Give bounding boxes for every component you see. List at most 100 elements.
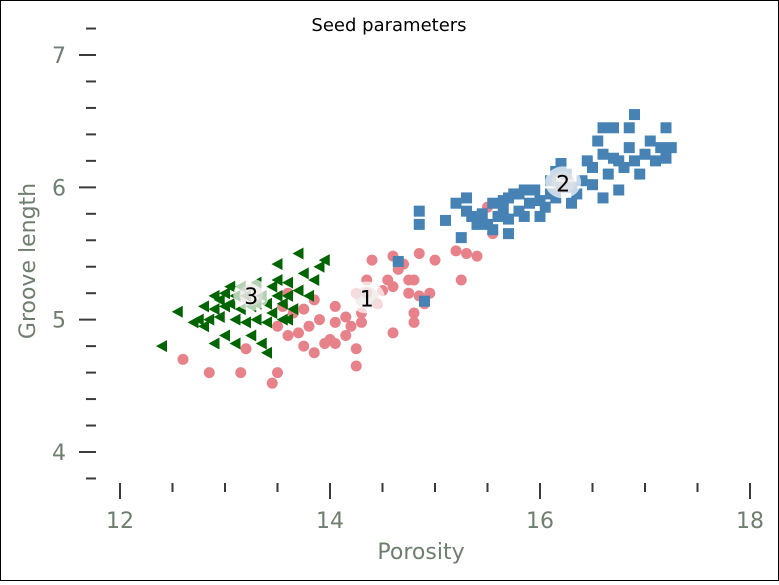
data-point-triangle [261,316,272,329]
data-point-triangle [292,284,304,297]
data-point-square [487,197,499,209]
data-point-circle [350,343,362,355]
data-point-circle [240,343,252,355]
cluster-label: 2 [556,172,570,197]
data-point-circle [471,250,483,262]
data-point-circle [329,316,341,328]
data-point-circle [203,367,215,379]
data-point-circle [293,327,304,339]
data-point-square [503,213,514,225]
data-point-square [629,155,640,167]
data-point-triangle [213,311,225,324]
data-points [156,109,677,389]
data-point-circle [408,316,420,328]
data-point-square [587,161,598,173]
data-point-square [629,109,640,121]
data-point-circle [387,281,399,293]
data-point-square [655,142,667,154]
data-point-square [613,155,625,167]
data-point-square [608,122,619,134]
data-point-triangle [297,267,309,280]
data-point-circle [366,254,378,266]
data-point-square [644,135,656,147]
data-point-square [497,205,509,217]
data-point-triangle [308,273,320,286]
data-point-triangle [229,337,241,350]
data-point-triangle [219,329,230,342]
data-point-square [450,197,462,209]
data-point-square [455,232,467,244]
data-point-triangle [266,307,278,320]
data-point-square [392,255,404,267]
data-point-circle [282,330,294,342]
data-point-triangle [255,337,267,350]
data-point-triangle [156,340,167,353]
data-point-circle [461,248,472,259]
data-point-square [466,210,478,222]
data-point-triangle [198,300,209,313]
data-point-circle [266,377,278,389]
x-tick-label: 16 [526,509,554,534]
data-point-triangle [208,337,220,350]
data-point-triangle [245,329,257,342]
data-point-square [613,184,625,196]
data-point-triangle [261,297,272,310]
data-point-triangle [224,297,236,310]
cluster-label: 3 [244,285,258,310]
data-point-circle [350,360,362,372]
data-point-triangle [276,297,288,310]
data-point-circle [408,307,420,319]
cluster-label-halo-inner [551,171,576,194]
data-point-circle [235,367,247,379]
data-point-square [440,214,451,226]
data-point-square [650,155,661,167]
data-point-square [524,197,535,209]
data-point-triangle [261,346,272,359]
data-point-square [597,148,609,160]
data-point-square [602,168,614,180]
data-point-square [518,210,530,222]
data-point-square [592,135,604,147]
cluster-label-halo-inner [354,286,379,309]
data-point-square [665,142,677,154]
data-point-square [471,218,483,230]
data-point-square [550,192,562,204]
data-point-square [660,152,672,164]
x-tick-label: 14 [316,509,344,534]
x-tick-label: 18 [736,509,764,534]
data-point-triangle [271,258,283,271]
data-point-square [618,161,630,173]
data-point-circle [177,353,189,365]
data-point-triangle [271,289,283,302]
data-point-triangle [229,313,241,326]
data-point-square [413,205,425,217]
data-point-triangle [219,287,230,300]
data-point-square [581,155,593,167]
data-point-triangle [213,293,225,306]
data-point-circle [455,274,467,286]
cluster-label: 1 [360,287,374,312]
data-point-circle [272,320,283,332]
data-point-circle [356,316,367,328]
data-point-square [513,188,525,200]
data-point-square [413,218,425,230]
data-point-square [639,148,651,160]
data-point-square [534,210,546,222]
data-point-circle [403,287,415,299]
data-point-square [555,158,567,170]
data-point-circle [387,327,399,339]
cluster-labels: 1 2 3 [233,166,582,314]
data-point-square [623,122,635,134]
data-point-circle [303,320,315,332]
data-point-circle [340,330,352,342]
data-point-circle [429,254,441,266]
data-point-square [529,184,541,196]
data-point-triangle [203,313,215,326]
data-point-square [623,142,635,154]
data-point-triangle [318,254,330,267]
chart-title: Seed parameters [311,15,466,36]
data-point-circle [314,314,325,326]
